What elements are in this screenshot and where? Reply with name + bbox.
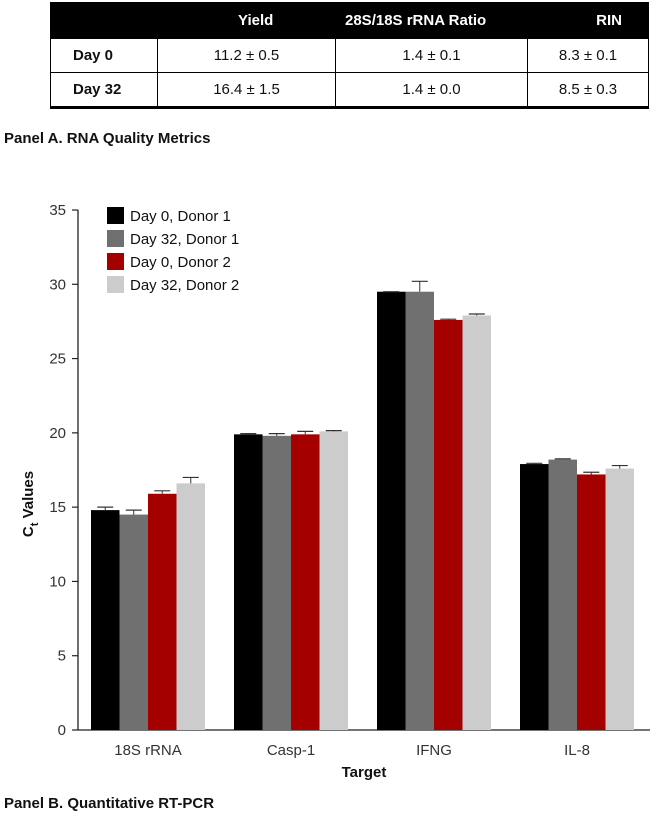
bar [148,493,177,730]
table-header-yield: Yield [157,2,336,39]
x-tick-label: 18S rRNA [114,742,182,759]
bar [462,315,491,730]
ratio-cell: 1.4 ± 0.0 [335,72,528,109]
y-tick-label: 25 [49,351,66,368]
table-header-corner [50,2,158,39]
bar [520,464,549,730]
y-tick-label: 0 [58,722,66,739]
x-axis-title: Target [342,764,387,781]
plot-area: 0 5 10 15 20 25 30 35 18S rRNA Casp-1 IFNG IL-8 Day … [49,202,650,759]
y-tick-label: 20 [49,425,66,442]
y-tick-label: 15 [49,499,66,516]
rin-cell: 8.5 ± 0.3 [527,72,649,109]
row-label: Day 0 [50,38,158,73]
yield-cell: 16.4 ± 1.5 [157,72,336,109]
panel-b-caption: Panel B. Quantitative RT-PCR [4,795,215,812]
bar [548,459,577,730]
y-tick-label: 35 [49,202,66,219]
bar [377,291,406,730]
legend-entry: Day 0, Donor 2 [130,254,231,271]
table-header-row: Yield 28S/18S rRNA Ratio RIN [50,2,649,39]
bar [91,510,120,730]
bar [434,319,463,730]
table-row: Day 32 16.4 ± 1.5 1.4 ± 0.0 8.5 ± 0.3 [50,72,649,109]
ratio-cell: 1.4 ± 0.1 [335,38,528,73]
table-header-rin: RIN [527,2,649,39]
legend-entry: Day 32, Donor 1 [130,231,239,248]
y-axis-title: Ct Values [20,471,41,537]
bar [577,474,606,730]
bar [605,468,634,730]
bar [405,291,434,730]
legend-entry: Day 32, Donor 2 [130,277,239,294]
bar [262,435,291,730]
legend-entry: Day 0, Donor 1 [130,208,231,225]
table-header-ratio: 28S/18S rRNA Ratio [335,2,528,39]
legend-swatch [107,230,124,247]
ct-values-bar-chart: 0 5 10 15 20 25 30 35 18S rRNA Casp-1 IFNG IL-8 Day … [20,202,650,781]
x-tick-label: IL-8 [564,742,590,759]
legend-swatch [107,276,124,293]
table-row: Day 0 11.2 ± 0.5 1.4 ± 0.1 8.3 ± 0.1 [50,38,649,73]
x-tick-label: IFNG [416,742,452,759]
y-tick-label: 10 [49,573,66,590]
bar [176,483,205,730]
legend-swatch [107,253,124,270]
bar [291,434,320,730]
legend-swatch [107,207,124,224]
bar [319,431,348,730]
y-tick-label: 30 [49,276,66,293]
y-tick-label: 5 [58,648,66,665]
rin-cell: 8.3 ± 0.1 [527,38,649,73]
rna-quality-table: Yield 28S/18S rRNA Ratio RIN Day 0 11.2 … [50,2,649,109]
bar [234,434,263,730]
yield-cell: 11.2 ± 0.5 [157,38,336,73]
bar [119,514,148,730]
panel-a-caption: Panel A. RNA Quality Metrics [4,130,211,147]
x-tick-label: Casp-1 [267,742,315,759]
row-label: Day 32 [50,72,158,109]
